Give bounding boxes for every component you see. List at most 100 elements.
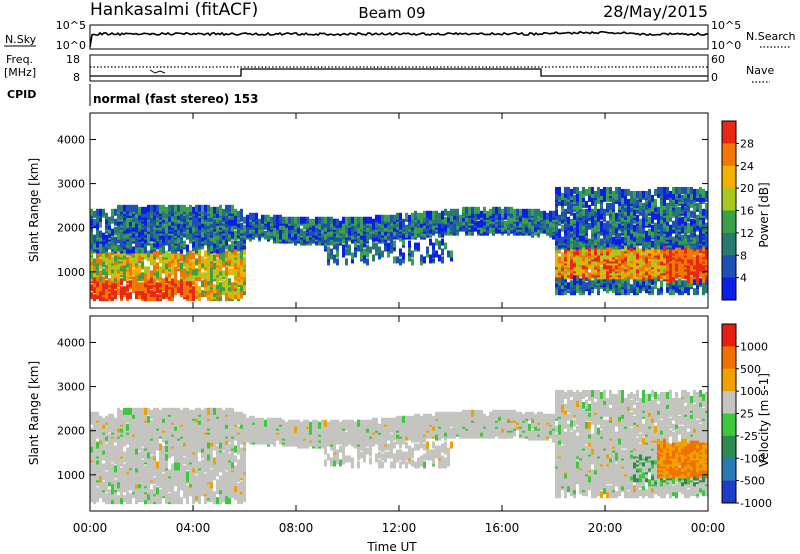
power-echo-cell [345, 248, 348, 256]
power-echo-cell [150, 290, 153, 298]
power-echo-cell [681, 284, 684, 292]
power-echo-cell [105, 272, 108, 280]
power-echo-cell [144, 294, 147, 302]
power-echo-cell [594, 210, 597, 218]
power-echo-cell [204, 258, 207, 266]
power-echo-cell [600, 228, 603, 236]
velocity-echo-cell [162, 457, 165, 465]
power-echo-cell [465, 224, 468, 232]
velocity-echo-cell [117, 425, 120, 433]
power-echo-cell [156, 262, 159, 270]
power-echo-cell [453, 222, 456, 230]
power-echo-cell [237, 292, 240, 300]
power-echo-cell [108, 242, 111, 250]
power-echo-cell [660, 204, 663, 212]
power-echo-cell [129, 222, 132, 230]
power-echo-cell [585, 248, 588, 256]
power-echo-cell [663, 198, 666, 206]
power-echo-cell [618, 280, 621, 288]
power-echo-cell [117, 272, 120, 280]
power-echo-cell [537, 226, 540, 234]
power-echo-cell [219, 260, 222, 268]
velocity-echo-cell [108, 455, 111, 463]
power-echo-cell [210, 290, 213, 298]
power-echo-cell [564, 208, 567, 216]
velocity-echo-cell [159, 469, 162, 477]
power-echo-cell [690, 186, 693, 194]
power-echo-cell [201, 212, 204, 220]
power-echo-cell [582, 214, 585, 222]
power-echo-cell [591, 194, 594, 202]
power-echo-cell [417, 242, 420, 250]
power-echo-cell [165, 250, 168, 258]
power-echo-cell [474, 214, 477, 222]
velocity-echo-cell [138, 481, 141, 489]
power-echo-cell [366, 216, 369, 224]
velocity-echo-cell [99, 415, 102, 423]
velocity-echo-cell [96, 429, 99, 437]
power-echo-cell [603, 250, 606, 258]
power-echo-cell [90, 284, 93, 292]
power-echo-cell [228, 290, 231, 298]
power-echo-cell [210, 286, 213, 294]
velocity-echo-cell [165, 453, 168, 461]
power-echo-cell [219, 232, 222, 240]
power-echo-cell [432, 226, 435, 234]
velocity-echo-cell [93, 475, 96, 483]
power-echo-cell [411, 232, 414, 240]
power-echo-cell [645, 190, 648, 198]
velocity-echo-cell [126, 407, 129, 415]
velocity-echo-cell [138, 469, 141, 477]
power-echo-cell [498, 206, 501, 214]
power-echo-cell [564, 220, 567, 228]
power-echo-cell [573, 288, 576, 296]
velocity-echo-cell [168, 445, 171, 453]
power-echo-cell [696, 188, 699, 196]
power-echo-cell [696, 238, 699, 246]
power-echo-cell [93, 276, 96, 284]
velocity-echo-cell [168, 479, 171, 487]
power-echo-cell [504, 220, 507, 228]
power-echo-cell [93, 280, 96, 288]
power-echo-cell [351, 228, 354, 236]
power-echo-cell [672, 266, 675, 274]
power-echo-cell [90, 216, 93, 224]
velocity-echo-cell [162, 407, 165, 415]
power-echo-cell [225, 284, 228, 292]
velocity-echo-cell [147, 451, 150, 459]
power-echo-cell [600, 278, 603, 286]
power-echo-cell [687, 186, 690, 194]
power-echo-cell [396, 220, 399, 228]
power-echo-cell [681, 216, 684, 224]
velocity-echo-cell [141, 459, 144, 467]
velocity-echo-cell [153, 477, 156, 485]
power-echo-cell [153, 294, 156, 302]
power-echo-cell [396, 232, 399, 240]
power-echo-cell [657, 216, 660, 224]
power-echo-cell [201, 256, 204, 264]
power-echo-cell [627, 286, 630, 294]
power-echo-cell [129, 204, 132, 212]
velocity-echo-cell [168, 427, 171, 435]
power-echo-cell [123, 252, 126, 260]
velocity-echo-cell [114, 451, 117, 459]
power-echo-cell [522, 220, 525, 228]
power-echo-cell [156, 286, 159, 294]
power-echo-cell [162, 204, 165, 212]
velocity-echo-cell [135, 497, 138, 505]
power-echo-cell [591, 264, 594, 272]
power-echo-cell [171, 252, 174, 260]
power-echo-cell [237, 258, 240, 266]
power-echo-cell [411, 216, 414, 224]
power-echo-cell [336, 234, 339, 242]
velocity-echo-cell [123, 425, 126, 433]
power-echo-cell [687, 222, 690, 230]
power-echo-cell [114, 282, 117, 290]
power-echo-cell [666, 224, 669, 232]
power-echo-cell [183, 230, 186, 238]
power-echo-cell [147, 250, 150, 258]
power-echo-cell [411, 250, 414, 258]
power-echo-cell [186, 284, 189, 292]
power-echo-cell [483, 222, 486, 230]
power-echo-cell [567, 190, 570, 198]
